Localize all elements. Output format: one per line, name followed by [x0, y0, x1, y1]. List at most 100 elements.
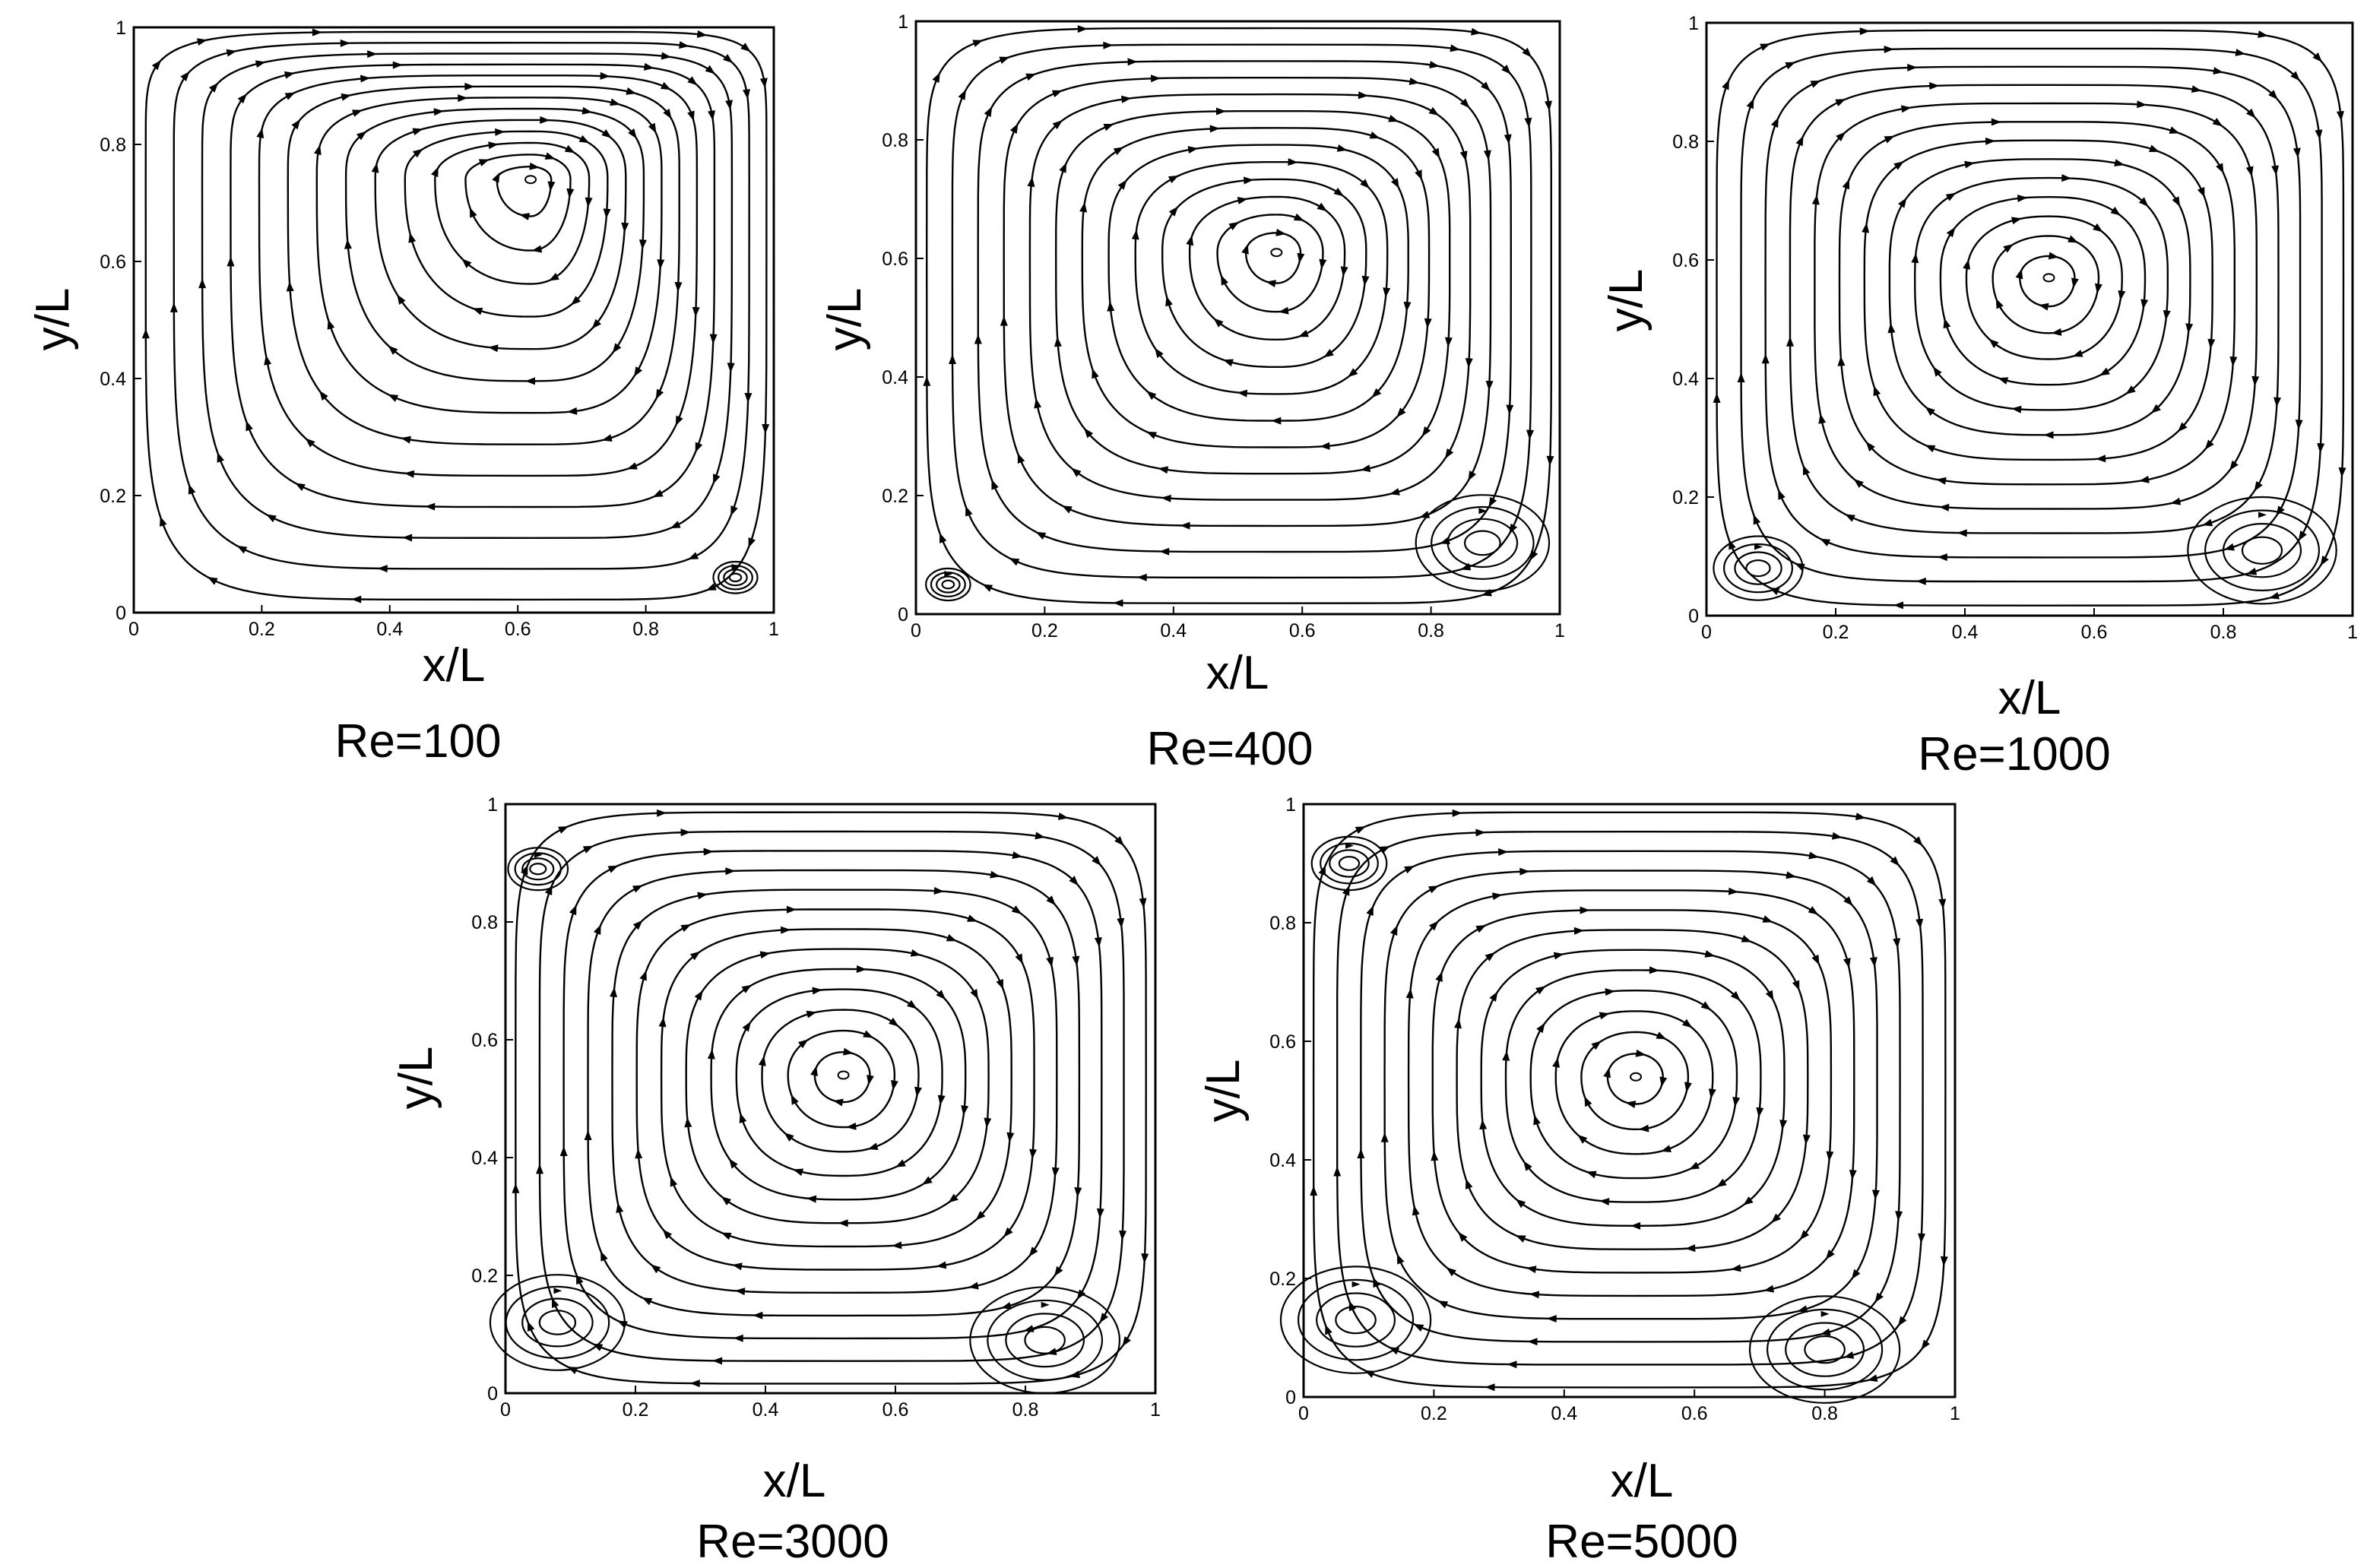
- flow-arrow: [1041, 1301, 1050, 1308]
- flow-arrow: [936, 1261, 947, 1269]
- flow-arrow: [1150, 74, 1161, 83]
- streamline: [1188, 195, 1346, 341]
- y-tick-label: 0.2: [882, 486, 908, 507]
- x-axis-label: x/L: [422, 639, 486, 692]
- flow-arrow: [2258, 30, 2268, 38]
- flow-arrow: [600, 1250, 608, 1262]
- flow-arrow: [1527, 1338, 1538, 1346]
- flow-arrow: [856, 965, 867, 973]
- flow-arrow: [2169, 126, 2180, 134]
- flow-arrow: [1027, 176, 1035, 187]
- y-tick-label: 1: [116, 17, 126, 39]
- flow-arrow: [1866, 876, 1877, 886]
- flow-arrow: [567, 407, 578, 415]
- secondary-vortex-streamline: [1338, 856, 1361, 871]
- flow-arrow: [227, 256, 235, 267]
- streamline: [1740, 47, 2323, 583]
- flow-arrow: [2125, 385, 2136, 394]
- flow-arrow: [1444, 337, 1453, 347]
- flow-arrow: [670, 521, 681, 529]
- flow-arrow: [679, 41, 689, 49]
- y-tick-label: 0: [1285, 1387, 1296, 1408]
- flow-arrow: [806, 1010, 817, 1018]
- flow-arrow: [1458, 1231, 1468, 1242]
- flow-arrow: [1478, 508, 1488, 515]
- flow-arrow: [1849, 1170, 1857, 1180]
- flow-arrow: [970, 989, 978, 999]
- secondary-vortex-streamline: [1329, 849, 1370, 878]
- flow-arrow: [1288, 158, 1298, 166]
- flow-arrow: [2216, 163, 2224, 174]
- secondary-vortex-streamline: [1463, 530, 1501, 556]
- flow-arrow: [1897, 198, 1907, 208]
- streamline: [344, 107, 645, 382]
- flow-arrow: [1785, 62, 1796, 70]
- flow-arrow: [197, 38, 208, 46]
- flow-arrow: [2271, 165, 2280, 176]
- flow-arrow: [1756, 1107, 1764, 1118]
- secondary-vortex-streamline: [1734, 551, 1782, 585]
- streamline: [1554, 1010, 1714, 1155]
- flow-arrow: [744, 392, 753, 404]
- flow-arrow: [284, 71, 295, 79]
- flow-arrow: [1003, 1227, 1013, 1237]
- flow-arrow: [592, 1343, 604, 1351]
- flow-arrow: [1851, 1269, 1861, 1280]
- y-tick-label: 0.4: [471, 1148, 498, 1169]
- flow-arrow: [1778, 489, 1786, 500]
- streamline: [1431, 909, 1833, 1274]
- flow-arrow: [2061, 174, 2072, 182]
- flow-arrow: [892, 1241, 902, 1250]
- flow-arrow: [412, 148, 423, 158]
- flow-arrow: [536, 1164, 543, 1174]
- flow-arrow: [948, 1193, 959, 1203]
- flow-arrow: [642, 1297, 653, 1306]
- flow-arrow: [1293, 213, 1304, 221]
- flow-arrow: [1820, 538, 1831, 546]
- flow-arrow: [1907, 63, 1918, 71]
- flow-arrow: [626, 462, 638, 470]
- flow-arrow: [1867, 1374, 1878, 1383]
- flow-arrow: [1660, 1145, 1671, 1152]
- flow-arrow: [1935, 477, 1947, 485]
- flow-arrow: [519, 213, 530, 220]
- flow-arrow: [237, 93, 247, 104]
- flow-arrow: [972, 40, 984, 47]
- flow-arrow: [1897, 1316, 1907, 1327]
- streamline: [761, 1009, 920, 1153]
- flow-arrow: [1054, 1265, 1063, 1277]
- flow-arrow: [1298, 329, 1309, 337]
- flow-arrow: [743, 89, 750, 100]
- flow-arrow: [1507, 1361, 1517, 1369]
- flow-arrow: [1435, 971, 1443, 982]
- flow-arrow: [495, 128, 505, 136]
- flow-arrow: [632, 920, 643, 930]
- y-tick-label: 1: [1285, 794, 1296, 816]
- flow-arrow: [1728, 887, 1739, 895]
- flow-arrow: [488, 344, 499, 353]
- flow-arrow: [1141, 1253, 1149, 1264]
- flow-arrow: [890, 1080, 898, 1091]
- flow-arrow: [1737, 372, 1745, 382]
- flow-arrow: [1074, 1187, 1082, 1198]
- flow-arrow: [638, 239, 647, 250]
- flow-arrow: [1741, 935, 1752, 942]
- y-tick-label: 0: [487, 1383, 498, 1405]
- secondary-vortex-streamline: [2222, 523, 2302, 578]
- axes-frame: [132, 26, 775, 614]
- flow-arrow: [2229, 460, 2239, 471]
- flow-arrow: [1011, 905, 1022, 914]
- flow-arrow: [582, 845, 594, 854]
- x-tick-label: 0.6: [2081, 622, 2108, 643]
- flow-arrow: [692, 306, 700, 318]
- secondary-vortex-streamline: [2204, 509, 2321, 592]
- flow-arrow: [141, 328, 150, 339]
- flow-arrow: [1765, 990, 1774, 1001]
- flow-arrow: [2317, 443, 2325, 454]
- flow-arrow: [1700, 1001, 1712, 1011]
- flow-arrow: [1964, 160, 1975, 169]
- y-tick-label: 0.2: [1269, 1269, 1296, 1290]
- flow-arrow: [991, 479, 999, 490]
- flow-arrow: [1437, 1300, 1449, 1309]
